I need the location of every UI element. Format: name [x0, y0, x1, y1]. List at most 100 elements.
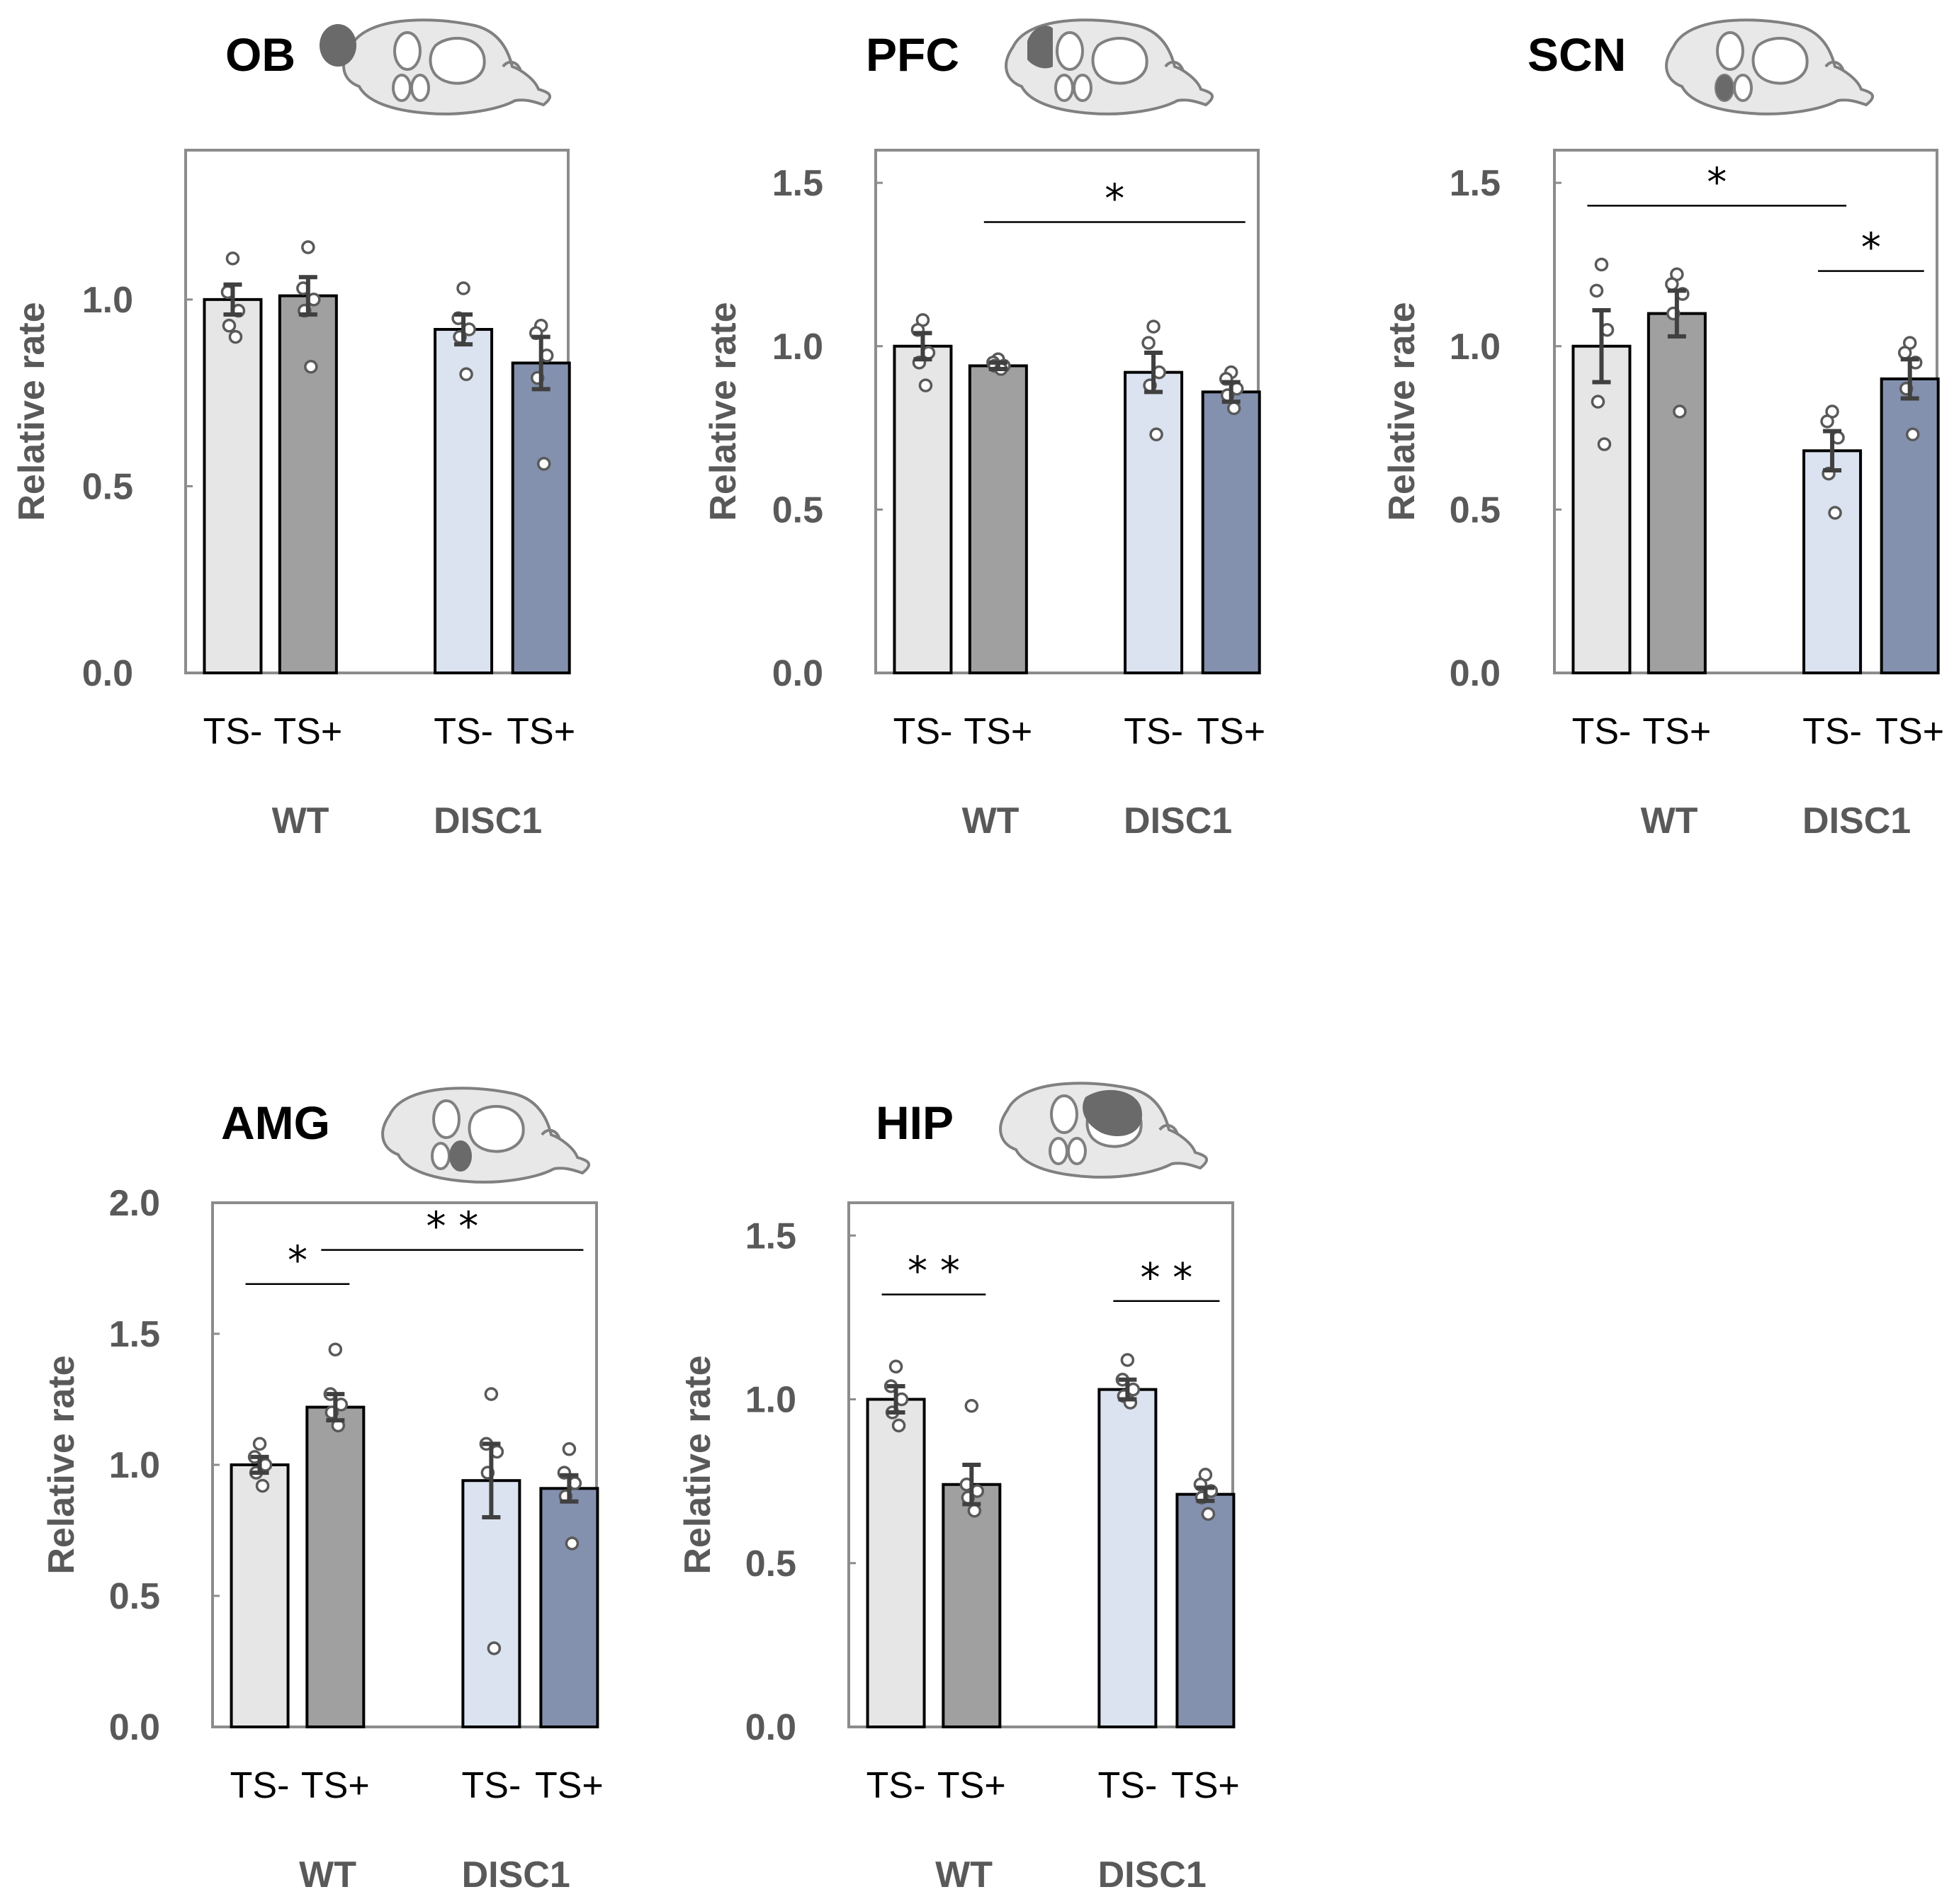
- bar: [1201, 390, 1261, 674]
- data-point: [562, 1442, 577, 1456]
- x-group-label: WT: [272, 800, 329, 842]
- bar: [511, 361, 571, 674]
- bar: [1802, 449, 1863, 674]
- x-category-label: TS-: [893, 711, 953, 752]
- y-tick-label: 1.0: [745, 1380, 796, 1421]
- data-point: [255, 1478, 270, 1493]
- bar: [1097, 1388, 1158, 1728]
- data-point: [456, 281, 470, 295]
- bar: [942, 1483, 1002, 1728]
- data-point: [1146, 319, 1160, 334]
- data-point: [1594, 257, 1609, 272]
- data-point: [252, 1436, 267, 1451]
- x-category-label: TS-: [462, 1765, 521, 1806]
- x-category-label: TS-: [1124, 711, 1183, 752]
- significance-label: * *: [908, 1249, 960, 1295]
- data-point: [225, 251, 240, 266]
- chart-panel-hip: HIP 0.0 0.5 1.0 1.5 Relative rate * * * * TS- TS+…: [677, 1082, 1240, 1896]
- x-category-label: TS+: [1642, 711, 1711, 752]
- y-tick-label: 1.0: [772, 327, 823, 368]
- y-tick-label: 1.5: [745, 1216, 796, 1257]
- x-group-label: WT: [935, 1854, 993, 1896]
- bar: [1571, 344, 1632, 674]
- y-tick-label: 0.0: [745, 1707, 796, 1748]
- chart-title: OB: [225, 28, 295, 81]
- x-group-label: DISC1: [434, 800, 542, 842]
- x-category-label: TS-: [203, 711, 263, 752]
- y-tick-label: 0.5: [745, 1543, 796, 1585]
- y-axis-label: Relative rate: [677, 1355, 718, 1574]
- significance-label: *: [1861, 225, 1881, 271]
- chart-panel-pfc: PFC 0.0 0.5 1.0 1.5 Relative rate * TS- TS+ TS- TS…: [703, 18, 1265, 842]
- bar: [230, 1463, 290, 1728]
- plot-frame: [847, 1201, 1234, 1728]
- y-tick-label: 1.0: [109, 1445, 160, 1486]
- x-category-label: TS-: [1802, 711, 1862, 752]
- brain-diagram-icon: [1665, 18, 1875, 115]
- data-point: [1589, 283, 1604, 298]
- brain-region-amygdala: [449, 1140, 472, 1172]
- chart-title: HIP: [876, 1096, 954, 1149]
- bar: [539, 1487, 599, 1729]
- y-tick-label: 0.0: [1450, 653, 1501, 694]
- data-point: [487, 1641, 502, 1655]
- x-group-label: DISC1: [462, 1854, 570, 1896]
- data-point: [1591, 395, 1605, 409]
- significance-label: *: [288, 1238, 307, 1284]
- data-point: [888, 1359, 903, 1373]
- chart-title: PFC: [866, 28, 959, 81]
- y-tick-label: 0.5: [772, 489, 823, 531]
- data-point: [484, 1387, 499, 1401]
- brain-region-olfactory-bulb: [320, 24, 356, 67]
- y-tick-label: 0.0: [82, 653, 133, 694]
- data-point: [918, 378, 933, 392]
- chart-panel-amg: AMG 0.0 0.5 1.0 1.5 2.0 Relative rate * * * TS- TS…: [41, 1087, 604, 1896]
- data-point: [967, 1504, 982, 1518]
- significance-label: * *: [426, 1204, 478, 1250]
- data-point: [1597, 437, 1612, 451]
- data-point: [1897, 346, 1912, 360]
- x-group-label: DISC1: [1802, 800, 1911, 842]
- y-tick-label: 1.5: [109, 1314, 160, 1355]
- x-category-label: TS-: [1572, 711, 1632, 752]
- data-point: [1820, 414, 1834, 429]
- chart-title: AMG: [221, 1096, 330, 1149]
- bar: [461, 1479, 521, 1728]
- data-point: [328, 1342, 343, 1356]
- brain-diagram-icon: [381, 1087, 591, 1184]
- y-tick-label: 0.5: [82, 466, 133, 507]
- data-point: [1201, 1507, 1216, 1522]
- data-point: [1120, 1353, 1135, 1367]
- bar: [434, 328, 494, 674]
- data-point: [304, 359, 318, 374]
- bar: [278, 294, 338, 675]
- x-group-label: DISC1: [1124, 800, 1232, 842]
- x-category-label: TS+: [1197, 711, 1265, 752]
- data-point: [228, 329, 243, 344]
- x-category-label: TS-: [1098, 1765, 1158, 1806]
- data-point: [222, 319, 237, 333]
- x-category-label: TS+: [507, 711, 575, 752]
- x-category-label: TS+: [1171, 1765, 1240, 1806]
- bar: [866, 1398, 926, 1728]
- x-category-label: TS+: [964, 711, 1032, 752]
- x-group-label: WT: [1641, 800, 1698, 842]
- data-point: [1226, 401, 1241, 416]
- y-axis-label: Relative rate: [703, 302, 744, 521]
- brain-region-hippocampus: [1083, 1089, 1143, 1137]
- bar: [1880, 377, 1940, 674]
- bar: [1647, 312, 1707, 674]
- x-group-label: DISC1: [1098, 1854, 1207, 1896]
- bar: [893, 344, 953, 674]
- y-tick-label: 1.5: [1450, 163, 1501, 204]
- bar: [305, 1405, 366, 1728]
- y-tick-label: 0.5: [1450, 489, 1501, 531]
- x-category-label: TS-: [434, 711, 493, 752]
- y-axis-label: Relative rate: [1382, 302, 1423, 521]
- y-tick-label: 0.0: [772, 653, 823, 694]
- y-tick-label: 1.0: [1450, 327, 1501, 368]
- y-tick-label: 1.5: [772, 163, 823, 204]
- brain-diagram-icon: [320, 18, 552, 115]
- significance-label: *: [1105, 176, 1124, 222]
